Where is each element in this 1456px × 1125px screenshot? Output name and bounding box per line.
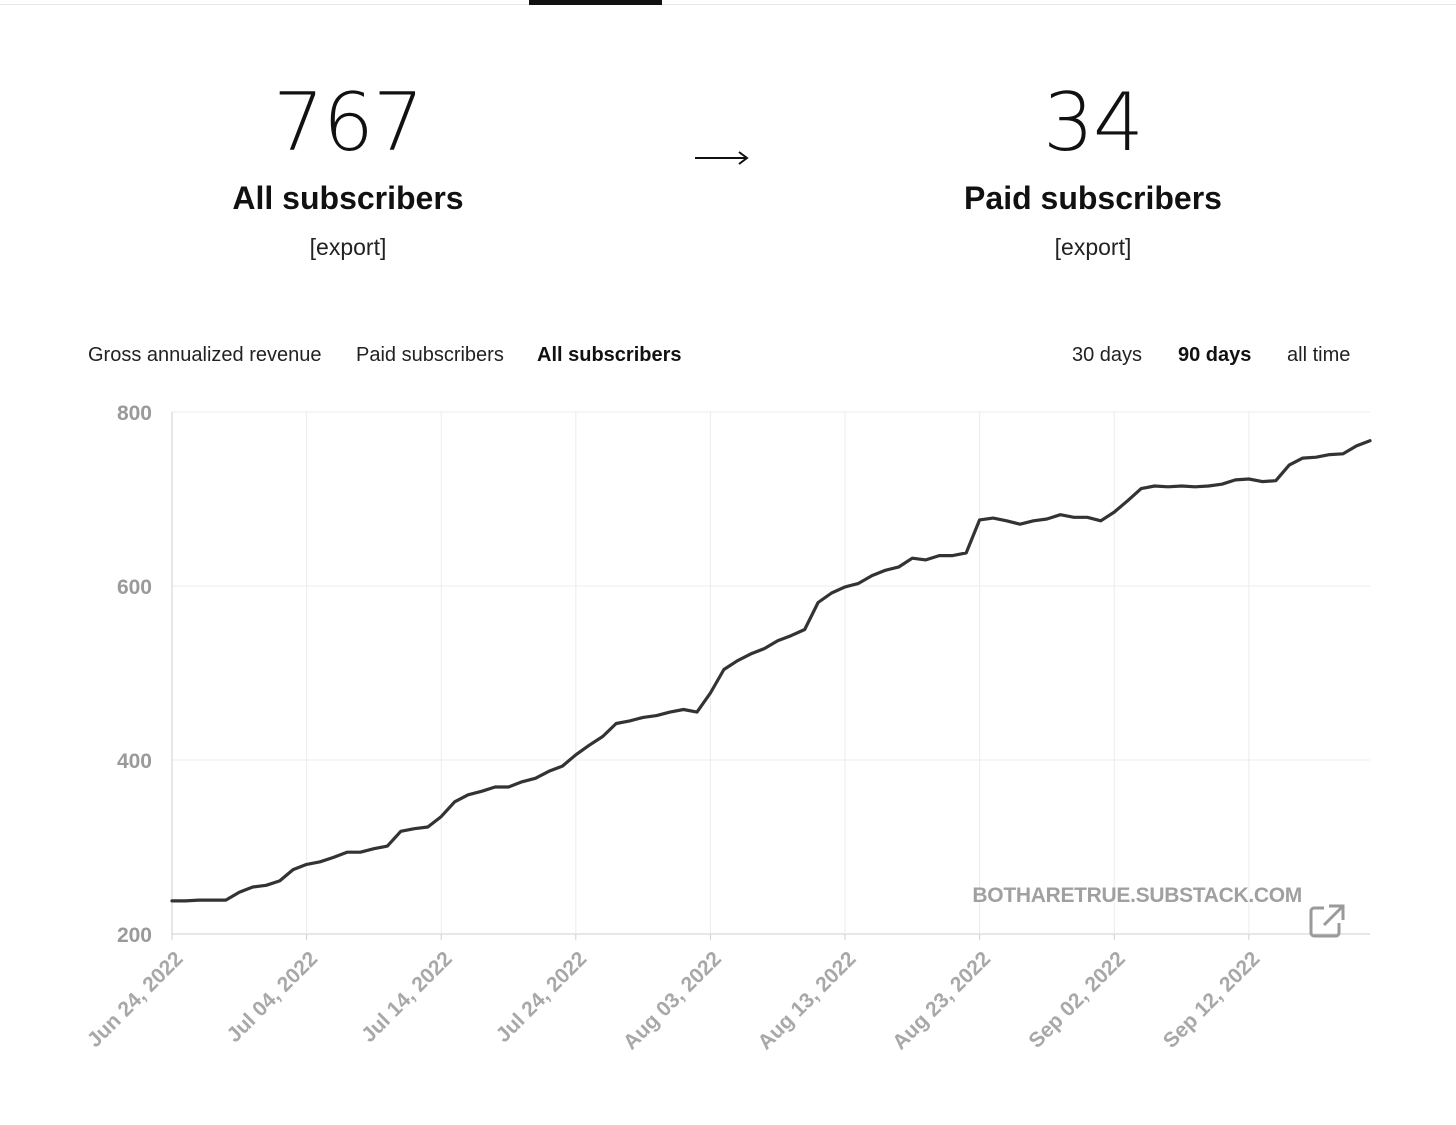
y-tick-label: 200 — [117, 924, 152, 947]
external-link-icon[interactable] — [1309, 904, 1345, 938]
export-paid-subscribers-link[interactable]: [export] — [1054, 234, 1132, 260]
x-tick-label: Aug 13, 2022 — [754, 947, 861, 1054]
y-tick-label: 400 — [117, 750, 152, 773]
chart-watermark: BOTHARETRUE.SUBSTACK.COM — [972, 884, 1302, 907]
right-arrow-icon — [695, 151, 749, 165]
x-tick-label: Aug 23, 2022 — [888, 947, 995, 1054]
tab-90-days[interactable]: 90 days — [1178, 344, 1252, 366]
paid-subscribers-count: 34 — [1043, 76, 1144, 169]
export-all-subscribers-link[interactable]: [export] — [309, 234, 387, 260]
x-tick-label: Jul 14, 2022 — [357, 947, 457, 1047]
x-tick-label: Sep 12, 2022 — [1159, 947, 1264, 1052]
top-divider — [0, 4, 1456, 5]
series-line-0 — [170, 439, 1372, 903]
all-subscribers-stat: 767 All subscribers [export] — [138, 78, 558, 262]
active-nav-indicator — [529, 0, 662, 5]
x-tick-label: Sep 02, 2022 — [1024, 947, 1129, 1052]
paid-subscribers-label: Paid subscribers — [964, 180, 1222, 216]
subscribers-line-chart: 200 400 600 800 Jun 24, 2022 Jul 04, 2022 Jul … — [83, 402, 1372, 1054]
paid-subscribers-stat: 34 Paid subscribers [export] — [883, 78, 1303, 262]
tab-30-days[interactable]: 30 days — [1072, 344, 1143, 366]
tab-paid-subscribers[interactable]: Paid subscribers — [356, 344, 504, 366]
x-tick-label: Aug 03, 2022 — [619, 947, 726, 1054]
x-tick-label: Jun 24, 2022 — [83, 947, 188, 1052]
all-subscribers-count: 767 — [273, 76, 424, 169]
x-tick-label: Jul 24, 2022 — [492, 947, 592, 1047]
y-tick-label: 600 — [117, 576, 152, 599]
all-subscribers-label: All subscribers — [232, 180, 464, 216]
tab-all-subscribers[interactable]: All subscribers — [537, 344, 682, 366]
tab-gross-annualized-revenue[interactable]: Gross annualized revenue — [88, 344, 322, 366]
tab-all-time[interactable]: all time — [1287, 344, 1351, 366]
x-tick-label: Jul 04, 2022 — [222, 947, 322, 1047]
y-tick-label: 800 — [117, 402, 152, 425]
